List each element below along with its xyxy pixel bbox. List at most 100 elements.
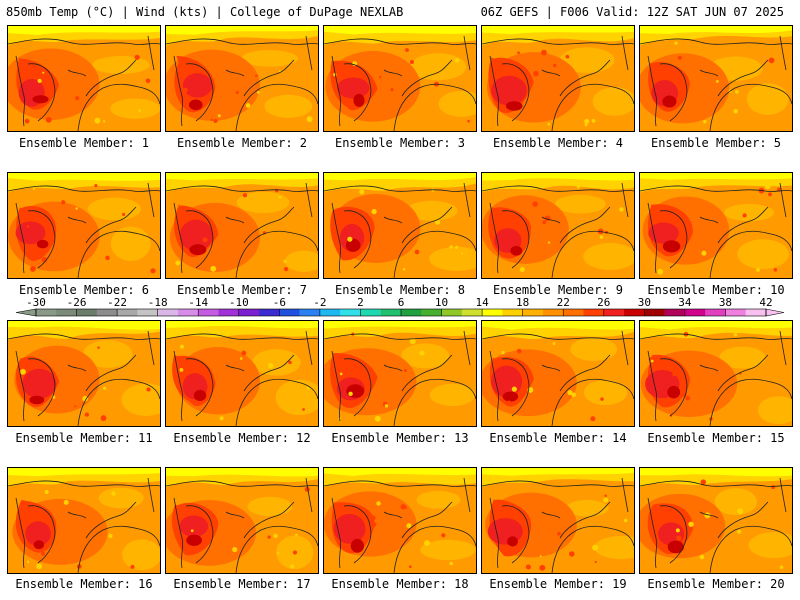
ensemble-member-map <box>639 467 793 574</box>
temperature-field-map <box>482 468 634 573</box>
colorbar-tick-label: -2 <box>313 296 326 309</box>
colorbar-segment <box>421 309 442 316</box>
ensemble-member-map <box>481 467 635 574</box>
colorbar-segment <box>198 309 219 316</box>
colorbar-segment <box>725 309 747 316</box>
ensemble-member-label: Ensemble Member: 10 <box>647 283 785 297</box>
temperature-field-map <box>166 468 318 573</box>
colorbar-tick-label: -14 <box>188 296 208 309</box>
ensemble-member-map <box>639 172 793 279</box>
temperature-field-map <box>324 173 476 278</box>
colorbar-tick-label: -22 <box>107 296 127 309</box>
colorbar-svg: -30 -26 -22 -18 -14 -10 -6 -2 2 6 10 14 18 22 26 30 34 38… <box>15 296 785 317</box>
temperature-field-map <box>482 173 634 278</box>
ensemble-member-map <box>323 25 477 132</box>
ensemble-member-label: Ensemble Member: 19 <box>489 577 627 591</box>
ensemble-member-map <box>165 172 319 279</box>
colorbar-segment <box>319 309 341 316</box>
ensemble-member-label: Ensemble Member: 13 <box>331 431 469 445</box>
ensemble-member-label: Ensemble Member: 20 <box>647 577 785 591</box>
colorbar-segment <box>522 309 544 316</box>
temperature-field-map <box>166 173 318 278</box>
ensemble-member-label: Ensemble Member: 9 <box>492 283 624 297</box>
colorbar-right-arrow <box>765 308 785 317</box>
colorbar-tick-label: 34 <box>678 296 692 309</box>
colorbar-segment <box>745 309 767 316</box>
colorbar-segment <box>441 309 463 316</box>
ensemble-member-map <box>323 172 477 279</box>
temperature-field-map <box>8 321 160 426</box>
ensemble-member-label: Ensemble Member: 18 <box>331 577 469 591</box>
ensemble-member-map <box>165 320 319 427</box>
colorbar-segment <box>401 309 422 316</box>
colorbar-tick-label: -10 <box>229 296 249 309</box>
colorbar-segment <box>360 309 382 316</box>
ensemble-member-label: Ensemble Member: 11 <box>15 431 153 445</box>
colorbar-segment <box>137 309 158 316</box>
colorbar-tick-label: 26 <box>597 296 610 309</box>
colorbar-tick-label: 22 <box>557 296 570 309</box>
colorbar-segment <box>482 309 503 316</box>
ensemble-member-label: Ensemble Member: 7 <box>176 283 308 297</box>
colorbar-segment <box>117 309 138 316</box>
colorbar-segment <box>218 309 240 316</box>
colorbar-segment <box>238 309 260 316</box>
ensemble-member-map <box>639 25 793 132</box>
ensemble-member-map <box>323 320 477 427</box>
ensemble-member-label: Ensemble Member: 6 <box>18 283 150 297</box>
colorbar-tick-label: 14 <box>475 296 489 309</box>
ensemble-member-label: Ensemble Member: 5 <box>650 136 782 150</box>
colorbar-segment <box>157 309 179 316</box>
colorbar-tick-label: 42 <box>759 296 772 309</box>
colorbar-segment <box>380 309 402 316</box>
temperature-colorbar: -30 -26 -22 -18 -14 -10 -6 -2 2 6 10 14 18 22 26 30 34 38… <box>0 296 800 320</box>
ensemble-member-map <box>7 320 161 427</box>
ensemble-member-label: Ensemble Member: 8 <box>334 283 466 297</box>
temperature-field-map <box>640 26 792 131</box>
ensemble-member-map <box>7 25 161 132</box>
ensemble-member-label: Ensemble Member: 17 <box>173 577 311 591</box>
colorbar-segment <box>705 309 726 316</box>
ensemble-member-map <box>481 25 635 132</box>
ensemble-member-map <box>165 25 319 132</box>
ensemble-member-label: Ensemble Member: 15 <box>647 431 785 445</box>
colorbar-segment <box>56 309 77 316</box>
colorbar-segment <box>583 309 605 316</box>
ensemble-member-map <box>481 320 635 427</box>
colorbar-segment <box>563 309 584 316</box>
temperature-field-map <box>482 321 634 426</box>
temperature-field-map <box>8 173 160 278</box>
temperature-field-map <box>640 468 792 573</box>
product-title: 850mb Temp (°C) | Wind (kts) | College o… <box>6 5 404 19</box>
temperature-field-map <box>640 321 792 426</box>
temperature-field-map <box>482 26 634 131</box>
colorbar-segment <box>96 309 118 316</box>
colorbar-segment <box>664 309 686 316</box>
ensemble-member-label: Ensemble Member: 16 <box>15 577 153 591</box>
colorbar-segment <box>299 309 321 316</box>
colorbar-segment <box>542 309 564 316</box>
colorbar-segment <box>603 309 625 316</box>
ensemble-member-map <box>481 172 635 279</box>
colorbar-tick-label: -6 <box>273 296 286 309</box>
ensemble-member-label: Ensemble Member: 1 <box>18 136 150 150</box>
colorbar-tick-label: 38 <box>719 296 732 309</box>
ensemble-member-map <box>639 320 793 427</box>
colorbar-tick-label: -18 <box>148 296 168 309</box>
colorbar-segment <box>461 309 483 316</box>
temperature-field-map <box>640 173 792 278</box>
colorbar-tick-label: -26 <box>67 296 87 309</box>
colorbar-tick-label: 10 <box>435 296 448 309</box>
ensemble-member-label: Ensemble Member: 4 <box>492 136 624 150</box>
temperature-field-map <box>8 468 160 573</box>
colorbar-tick-label: 6 <box>398 296 405 309</box>
colorbar-segment <box>340 309 361 316</box>
ensemble-member-label: Ensemble Member: 12 <box>173 431 311 445</box>
colorbar-segment <box>259 309 280 316</box>
ensemble-member-label: Ensemble Member: 2 <box>176 136 308 150</box>
temperature-field-map <box>324 26 476 131</box>
ensemble-member-map <box>7 467 161 574</box>
temperature-field-map <box>166 321 318 426</box>
temperature-field-map <box>324 468 476 573</box>
ensemble-member-map <box>165 467 319 574</box>
